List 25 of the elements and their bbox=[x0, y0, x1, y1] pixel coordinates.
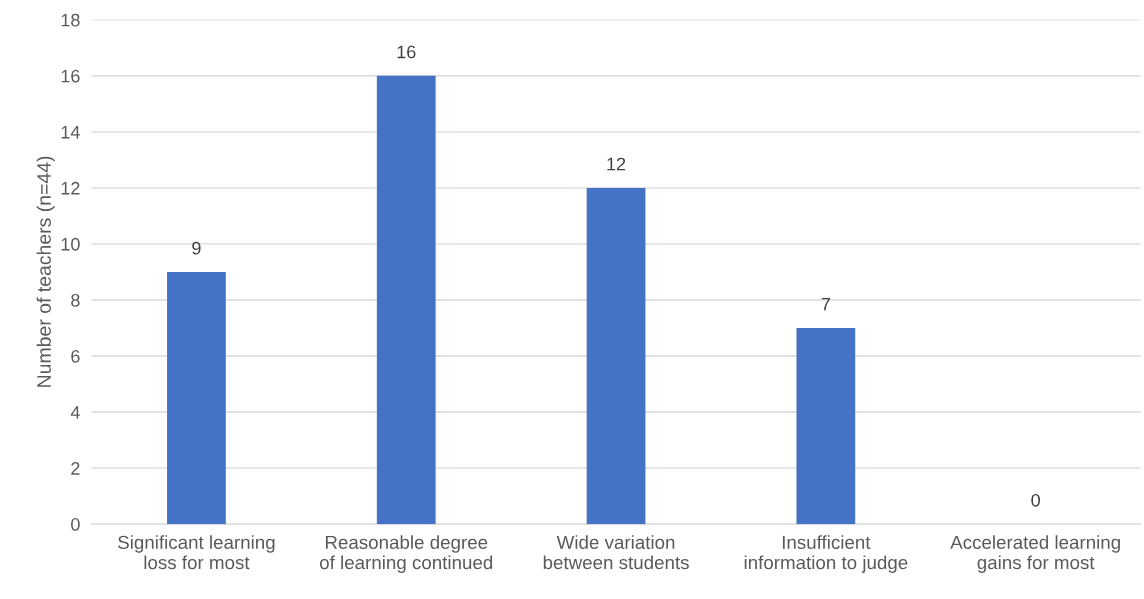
bar bbox=[167, 271, 226, 525]
data-label: 0 bbox=[1031, 493, 1040, 507]
y-tick-label: 8 bbox=[71, 293, 80, 307]
x-tick-label: Reasonable degree of learning continued bbox=[319, 535, 493, 573]
y-tick-label: 18 bbox=[61, 13, 80, 27]
x-tick-label: Accelerated learning gains for most bbox=[950, 535, 1120, 573]
x-tick-label: Insufficient information to judge bbox=[744, 535, 908, 573]
bar bbox=[376, 75, 436, 525]
y-tick-label: 6 bbox=[71, 349, 80, 363]
y-axis-title: Number of teachers (n=44) bbox=[36, 156, 55, 387]
y-tick-label: 10 bbox=[61, 237, 80, 251]
x-tick-label: Wide variation between students bbox=[543, 535, 689, 570]
y-tick-label: 16 bbox=[61, 69, 80, 83]
x-tick-label: Significant learning loss for most bbox=[118, 535, 275, 570]
y-tick-label: 14 bbox=[61, 125, 80, 139]
data-label: 7 bbox=[821, 297, 830, 311]
bar bbox=[796, 327, 856, 525]
data-label: 12 bbox=[607, 157, 626, 171]
y-tick-label: 4 bbox=[70, 406, 80, 419]
y-tick-label: 12 bbox=[61, 181, 80, 195]
data-label: 9 bbox=[192, 241, 201, 255]
data-label: 16 bbox=[397, 45, 416, 59]
bar bbox=[586, 187, 646, 525]
y-tick-label: 0 bbox=[71, 518, 80, 531]
y-tick-label: 2 bbox=[71, 462, 80, 475]
